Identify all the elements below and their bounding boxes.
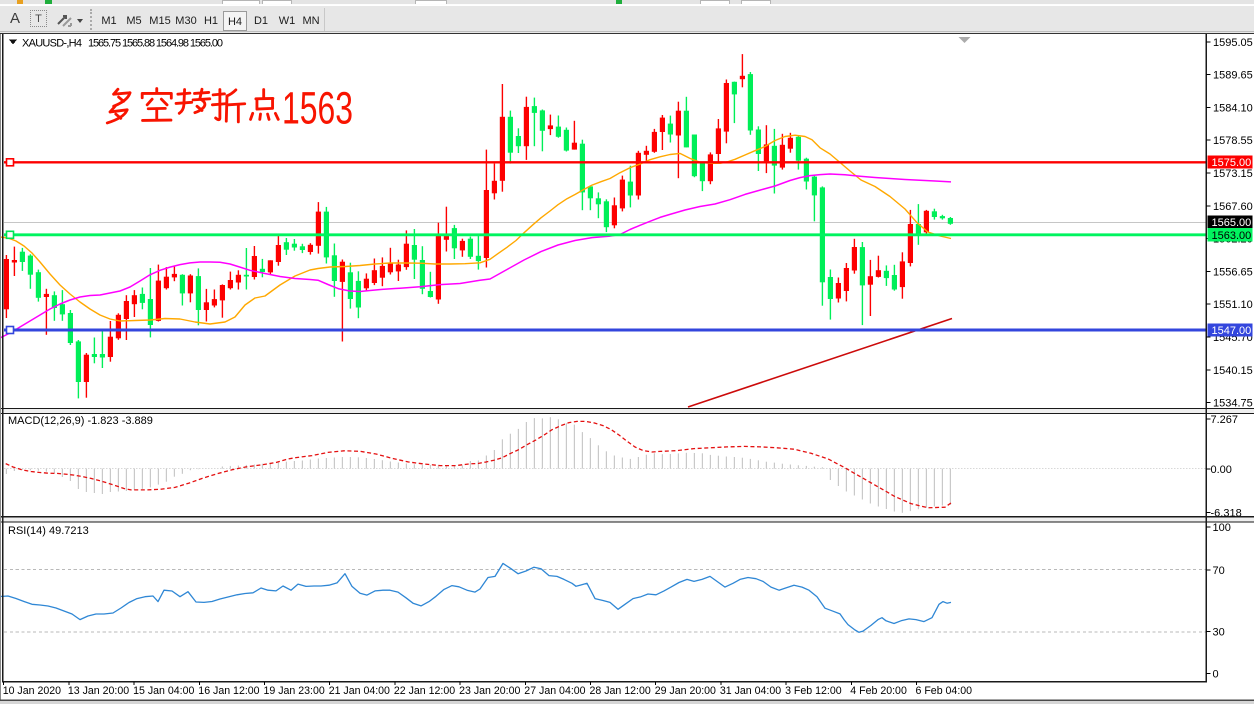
svg-text:100: 100 <box>1213 522 1231 534</box>
svg-text:1573.15: 1573.15 <box>1213 168 1253 180</box>
svg-text:1584.10: 1584.10 <box>1213 102 1253 114</box>
svg-text:4 Feb 20:00: 4 Feb 20:00 <box>850 685 907 697</box>
svg-text:1567.60: 1567.60 <box>1213 201 1253 213</box>
svg-text:MACD(12,26,9) -1.823 -3.889: MACD(12,26,9) -1.823 -3.889 <box>8 415 153 427</box>
svg-text:13 Jan 20:00: 13 Jan 20:00 <box>68 685 129 697</box>
svg-text:21 Jan 04:00: 21 Jan 04:00 <box>329 685 390 697</box>
svg-text:1565.75 1565.88 1564.98 1565.0: 1565.75 1565.88 1564.98 1565.00 <box>88 38 223 50</box>
svg-text:XAUUSD-,H4: XAUUSD-,H4 <box>22 38 82 50</box>
svg-text:1556.65: 1556.65 <box>1213 266 1253 278</box>
svg-text:19 Jan 23:00: 19 Jan 23:00 <box>264 685 325 697</box>
svg-text:0.00: 0.00 <box>1211 464 1232 476</box>
svg-text:1551.10: 1551.10 <box>1213 299 1253 311</box>
svg-text:0: 0 <box>1213 668 1219 680</box>
svg-text:1575.00: 1575.00 <box>1212 157 1252 169</box>
svg-text:3 Feb 12:00: 3 Feb 12:00 <box>785 685 842 697</box>
svg-text:16 Jan 12:00: 16 Jan 12:00 <box>198 685 259 697</box>
svg-text:6 Feb 04:00: 6 Feb 04:00 <box>916 685 973 697</box>
svg-text:RSI(14) 49.7213: RSI(14) 49.7213 <box>8 525 89 537</box>
svg-text:1563: 1563 <box>282 83 353 134</box>
svg-text:-6.318: -6.318 <box>1211 507 1242 519</box>
svg-text:27 Jan 04:00: 27 Jan 04:00 <box>524 685 585 697</box>
svg-text:15 Jan 04:00: 15 Jan 04:00 <box>133 685 194 697</box>
svg-text:1540.15: 1540.15 <box>1213 365 1253 377</box>
svg-text:28 Jan 12:00: 28 Jan 12:00 <box>590 685 651 697</box>
svg-text:10 Jan 2020: 10 Jan 2020 <box>3 685 61 697</box>
svg-text:30: 30 <box>1213 627 1225 639</box>
svg-text:1595.05: 1595.05 <box>1213 37 1253 49</box>
svg-text:29 Jan 20:00: 29 Jan 20:00 <box>655 685 716 697</box>
svg-text:1563.00: 1563.00 <box>1212 230 1252 242</box>
svg-text:22 Jan 12:00: 22 Jan 12:00 <box>394 685 455 697</box>
svg-text:31 Jan 04:00: 31 Jan 04:00 <box>720 685 781 697</box>
svg-text:23 Jan 20:00: 23 Jan 20:00 <box>459 685 520 697</box>
svg-text:1589.65: 1589.65 <box>1213 70 1253 82</box>
svg-text:1578.55: 1578.55 <box>1213 135 1253 147</box>
svg-text:1547.00: 1547.00 <box>1212 325 1252 337</box>
svg-text:1565.00: 1565.00 <box>1212 217 1252 229</box>
svg-text:70: 70 <box>1213 565 1225 577</box>
svg-text:1534.75: 1534.75 <box>1213 398 1253 410</box>
svg-text:7.267: 7.267 <box>1211 414 1239 426</box>
